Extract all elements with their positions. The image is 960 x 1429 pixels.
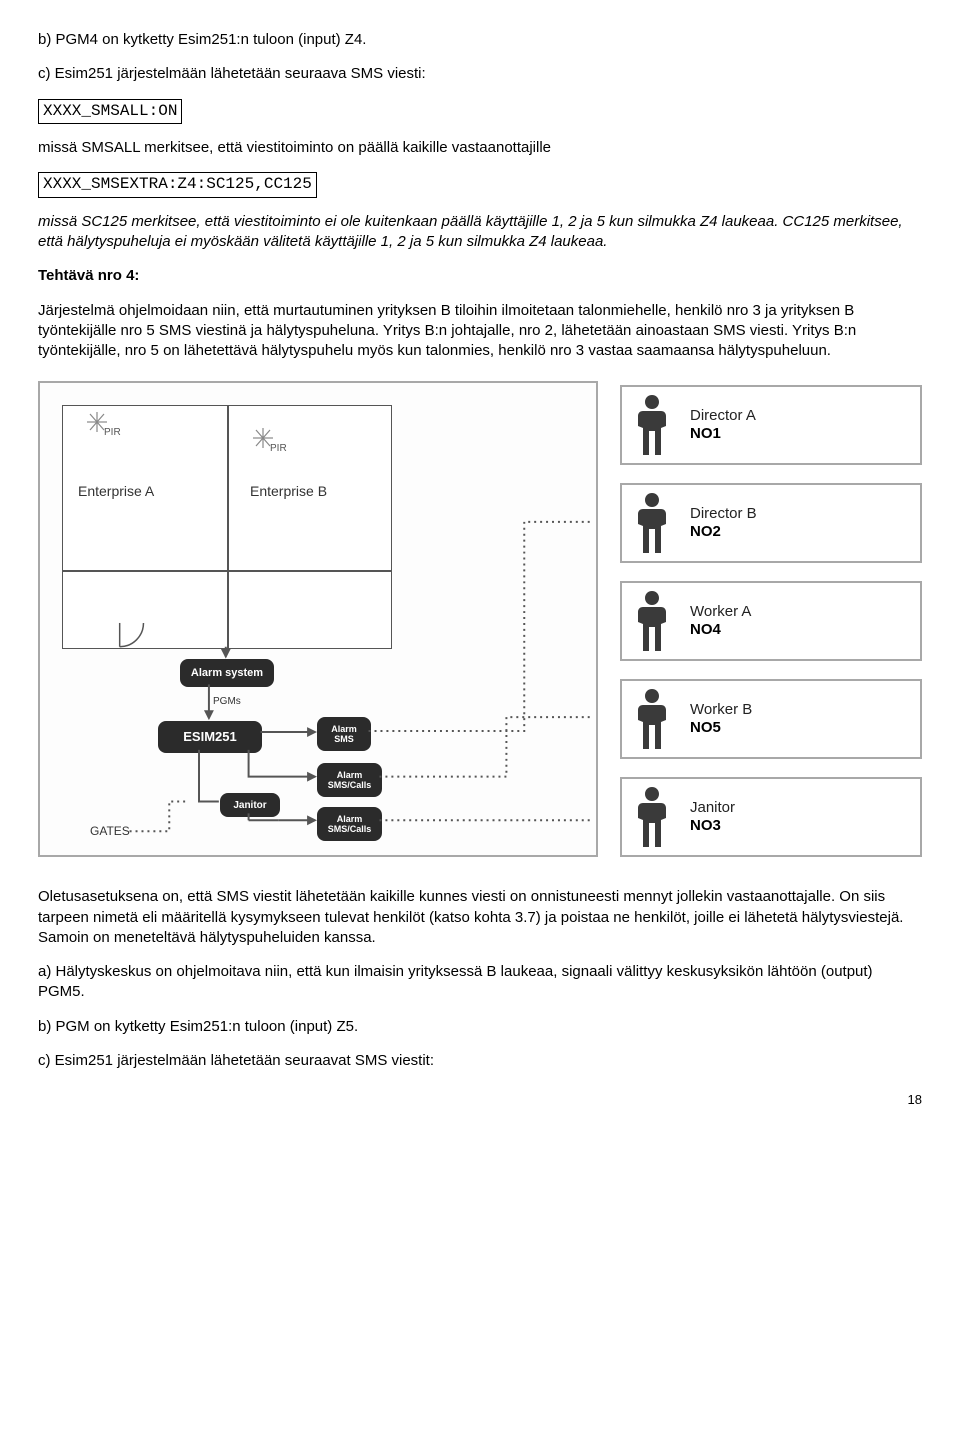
esim251-node: ESIM251 — [158, 721, 262, 753]
person-director-a: Director A NO1 — [620, 385, 922, 465]
pir-label-a: PIR — [104, 426, 121, 440]
alarm-smscalls-node-1: Alarm SMS/Calls — [317, 763, 382, 797]
person-icon — [632, 491, 672, 555]
person-worker-b: Worker B NO5 — [620, 679, 922, 759]
person-role: Worker A — [690, 603, 751, 622]
step-c-intro: c) Esim251 järjestelmään lähetetään seur… — [38, 64, 922, 84]
floor-plan — [62, 405, 392, 649]
sms-command-1: XXXX_SMSALL:ON — [38, 99, 182, 125]
explain-2: missä SC125 merkitsee, että viestitoimin… — [38, 212, 922, 253]
page-number: 18 — [38, 1091, 922, 1109]
alarm-system-node: Alarm system — [180, 659, 274, 687]
person-icon — [632, 687, 672, 751]
person-role: Director B — [690, 505, 757, 524]
after-para-1: Oletusasetuksena on, että SMS viestit lä… — [38, 887, 922, 948]
janitor-node: Janitor — [220, 793, 280, 817]
pgms-label: PGMs — [213, 695, 241, 709]
person-no: NO2 — [690, 523, 757, 542]
person-icon — [632, 393, 672, 457]
person-no: NO5 — [690, 719, 752, 738]
person-worker-a: Worker A NO4 — [620, 581, 922, 661]
sms-command-2: XXXX_SMSEXTRA:Z4:SC125,CC125 — [38, 172, 317, 198]
person-role: Janitor — [690, 799, 735, 818]
enterprise-a-label: Enterprise A — [78, 482, 154, 501]
task-body: Järjestelmä ohjelmoidaan niin, että murt… — [38, 301, 922, 362]
person-icon — [632, 785, 672, 849]
alarm-sms-node: Alarm SMS — [317, 717, 371, 751]
persons-column: Director A NO1 Director B NO2 Worker A N… — [620, 381, 922, 857]
person-no: NO4 — [690, 621, 751, 640]
pir-label-b: PIR — [270, 442, 287, 456]
person-janitor: Janitor NO3 — [620, 777, 922, 857]
step-b: b) PGM4 on kytketty Esim251:n tuloon (in… — [38, 30, 922, 50]
diagram-frame: PIR PIR Enterprise A Enterprise B Alarm … — [38, 381, 598, 857]
gates-label: GATES — [90, 823, 130, 839]
person-role: Director A — [690, 407, 756, 426]
person-no: NO3 — [690, 817, 735, 836]
person-no: NO1 — [690, 425, 756, 444]
task-title: Tehtävä nro 4: — [38, 266, 922, 286]
alarm-smscalls-node-2: Alarm SMS/Calls — [317, 807, 382, 841]
explain-1: missä SMSALL merkitsee, että viestitoimi… — [38, 138, 922, 158]
person-role: Worker B — [690, 701, 752, 720]
after-step-a: a) Hälytyskeskus on ohjelmoitava niin, e… — [38, 962, 922, 1003]
person-director-b: Director B NO2 — [620, 483, 922, 563]
person-icon — [632, 589, 672, 653]
system-diagram: PIR PIR Enterprise A Enterprise B Alarm … — [38, 381, 922, 857]
after-step-c: c) Esim251 järjestelmään lähetetään seur… — [38, 1051, 922, 1071]
enterprise-b-label: Enterprise B — [250, 482, 327, 501]
after-step-b: b) PGM on kytketty Esim251:n tuloon (inp… — [38, 1017, 922, 1037]
